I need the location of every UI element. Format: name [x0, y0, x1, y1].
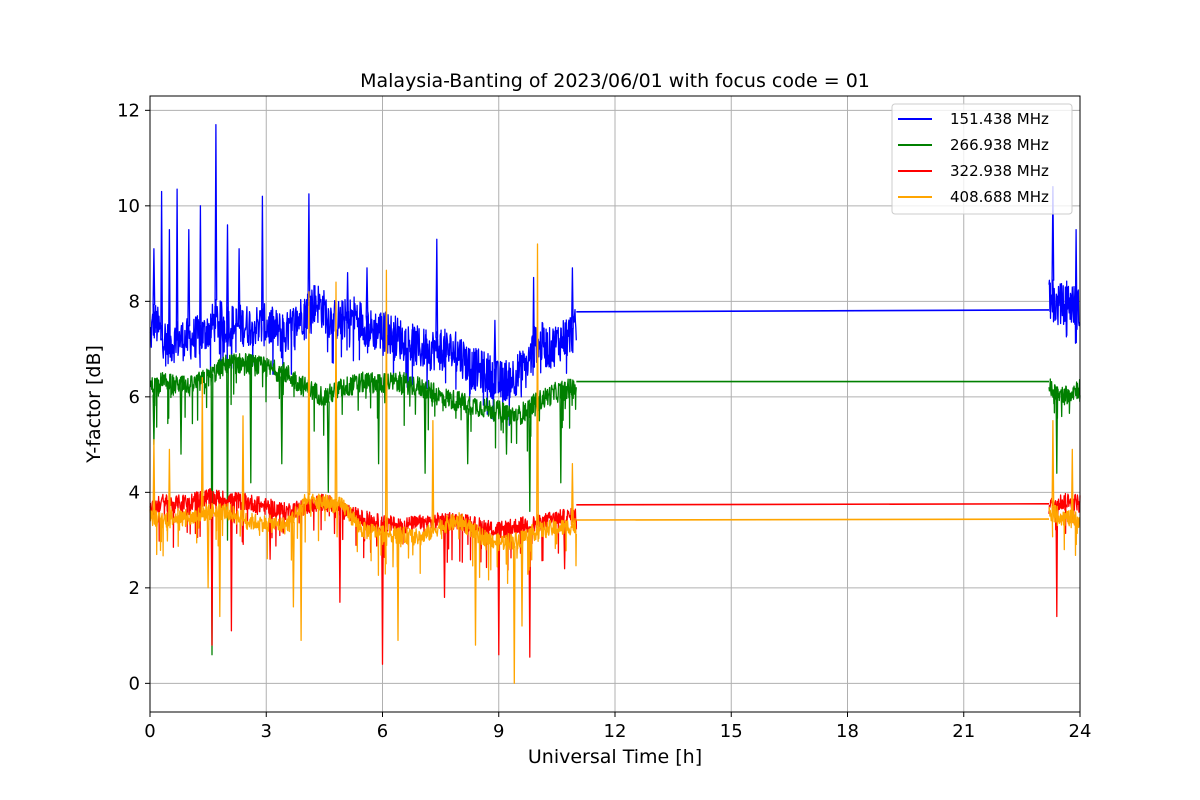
x-axis-label: Universal Time [h] [528, 746, 702, 768]
series-266-938-mhz [149, 352, 1081, 656]
series-lines [149, 124, 1081, 684]
x-tick-label: 0 [144, 721, 155, 742]
y-tick-label: 4 [129, 482, 140, 503]
legend-entry-label: 322.938 MHz [950, 162, 1049, 180]
x-tick-label: 12 [604, 721, 627, 742]
legend-entry-label: 266.938 MHz [950, 136, 1049, 154]
x-tick-label: 21 [952, 721, 975, 742]
y-tick-label: 8 [129, 291, 140, 312]
y-tick-label: 2 [129, 578, 140, 599]
series-line-segment [1048, 378, 1081, 474]
y-tick-label: 12 [117, 100, 140, 121]
x-tick-label: 3 [261, 721, 272, 742]
x-tick-label: 24 [1069, 721, 1092, 742]
series-line-segment [149, 488, 578, 665]
legend-entry-label: 408.688 MHz [950, 188, 1049, 206]
y-tick-label: 0 [129, 673, 140, 694]
x-tick-label: 15 [720, 721, 743, 742]
series-151-438-mhz [149, 124, 1081, 426]
grid-lines [149, 96, 1081, 712]
series-line-segment [149, 124, 577, 426]
series-line-segment [576, 518, 1050, 521]
x-tick-label: 9 [493, 721, 504, 742]
y-tick-label: 10 [117, 196, 140, 217]
series-322-938-mhz [149, 488, 1081, 665]
series-line-segment [576, 309, 1050, 313]
x-tick-label: 18 [836, 721, 859, 742]
x-tick-label: 6 [377, 721, 388, 742]
chart-title: Malaysia-Banting of 2023/06/01 with focu… [360, 70, 870, 92]
series-line-segment [149, 243, 577, 684]
legend: 151.438 MHz 266.938 MHz 322.938 MHz 408.688… [891, 103, 1073, 215]
series-408-688-mhz [149, 243, 1081, 684]
legend-box [891, 103, 1073, 215]
y-tick-label: 6 [129, 387, 140, 408]
legend-entry-label: 151.438 MHz [950, 110, 1049, 128]
series-line-segment [149, 352, 577, 656]
series-line-segment [1048, 420, 1081, 557]
series-line-segment [1048, 186, 1081, 344]
series-line-segment [1048, 492, 1081, 618]
series-line-segment [576, 503, 1050, 506]
y-axis-label: Y-factor [dB] [83, 345, 105, 464]
